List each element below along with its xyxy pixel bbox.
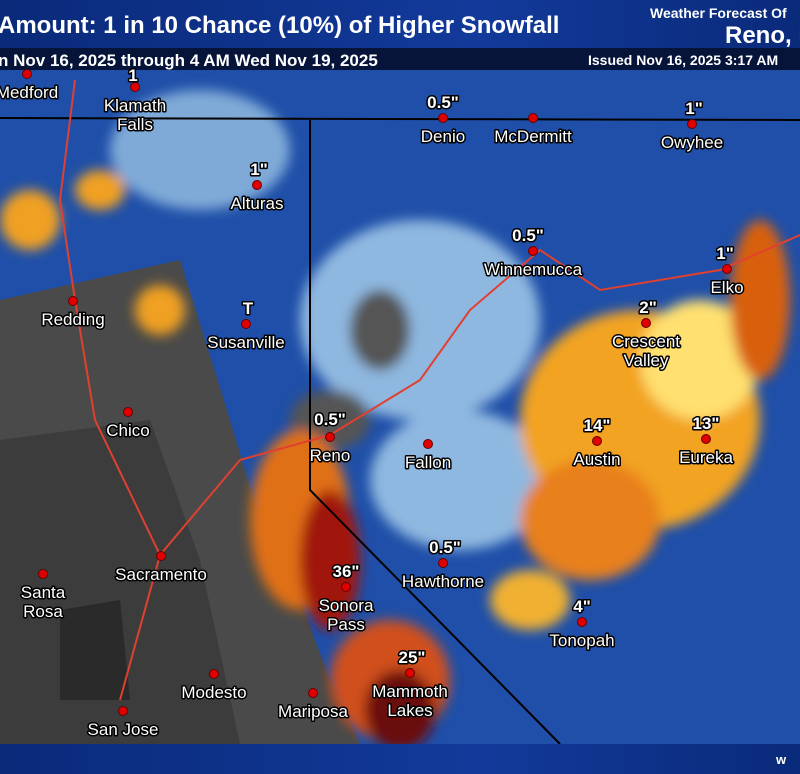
snow-amount: 1 [128,66,137,85]
city-name: Owyhee [661,133,723,152]
city-dot [423,439,433,449]
city-name: Fallon [405,453,451,472]
snow-amount: 2" [639,298,657,317]
city-dot [438,558,448,568]
city-name: Valley [623,351,669,370]
city-dot [156,551,166,561]
snow-amount: 14" [584,416,611,435]
city-name: Santa [21,583,66,602]
city-name: Susanville [207,333,285,352]
city-dot [38,569,48,579]
city-name: Rosa [23,602,63,621]
city-dot [252,180,262,190]
city-name: Sacramento [115,565,207,584]
snow-amount: 25" [399,648,426,667]
city-name: San Jose [88,720,159,739]
city-dot [130,82,140,92]
city-name: Falls [117,115,153,134]
issued-time: Issued Nov 16, 2025 3:17 AM [588,52,778,68]
city-name: Austin [573,450,620,469]
snow-amount: 1" [685,99,703,118]
city-dot [209,669,219,679]
footer-text: w [775,752,787,767]
city-name: Alturas [231,194,284,213]
snow-amount: 0.5" [429,538,461,557]
city-name: Modesto [181,683,246,702]
snow-amount: 4" [573,597,591,616]
city-dot [308,688,318,698]
city-name: Redding [41,310,104,329]
city-name: Chico [106,421,149,440]
city-name: Denio [421,127,465,146]
snow-amount: 0.5" [314,410,346,429]
city-dot [241,319,251,329]
city-name: Sonora [319,596,374,615]
city-dot [68,296,78,306]
snow-amount: 1" [716,244,734,263]
footer: w [0,744,800,774]
city-dot [438,113,448,123]
city-dot [341,582,351,592]
city-name: Mammoth [372,682,448,701]
city-name: Reno [310,446,351,465]
map-background [0,70,800,750]
city-dot [641,318,651,328]
city-name: Mariposa [278,702,348,721]
city-dot [528,246,538,256]
city-dot [577,617,587,627]
city-dot [528,113,538,123]
city-name: McDermitt [494,127,572,146]
valid-period: n Nov 16, 2025 through 4 AM Wed Nov 19, … [0,51,378,70]
city-name: Winnemucca [484,260,583,279]
snow-amount: 36" [333,562,360,581]
city-name: Medford [0,83,58,102]
city-name: Crescent [612,332,680,351]
city-dot [325,432,335,442]
city-dot [405,668,415,678]
city-name: Pass [327,615,365,634]
snow-amount: 0.5" [512,226,544,245]
city-name: Elko [710,278,743,297]
city-name: Hawthorne [402,572,484,591]
map-title: Amount: 1 in 10 Chance (10%) of Higher S… [0,12,559,39]
city-name: Eureka [679,448,733,467]
city-dot [722,264,732,274]
snow-amount: 13" [693,414,720,433]
snow-amount: T [243,299,254,318]
city-name: Tonopah [549,631,614,650]
office-location: Reno, N [725,22,800,49]
city-name: Lakes [387,701,432,720]
header: Amount: 1 in 10 Chance (10%) of Higher S… [0,0,800,70]
city-dot [687,119,697,129]
city-name: Klamath [104,96,166,115]
city-dot [701,434,711,444]
city-dot [592,436,602,446]
city-dot [123,407,133,417]
city-dot [22,69,32,79]
city-dot [118,706,128,716]
snow-amount: 0.5" [427,93,459,112]
snow-amount: 1" [250,160,268,179]
office-name: Weather Forecast Of [650,5,787,21]
